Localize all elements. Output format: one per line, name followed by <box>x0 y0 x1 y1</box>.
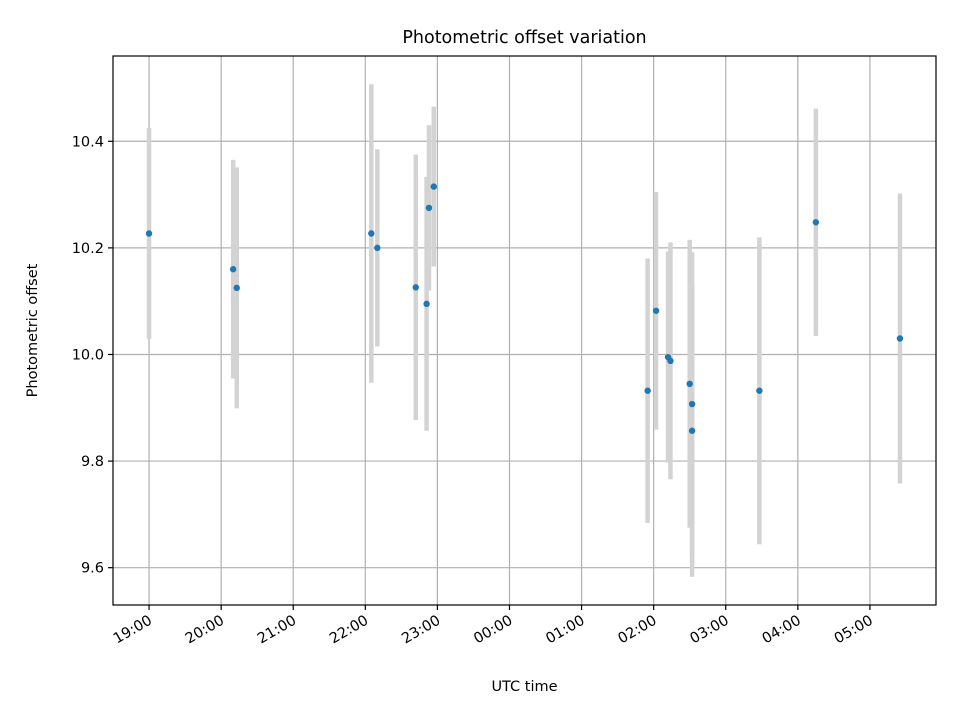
y-axis-ticks: 9.6 9.8 10.0 10.2 10.4 <box>72 134 113 577</box>
data-point <box>430 183 437 190</box>
y-tick-label: 9.6 <box>81 561 104 577</box>
data-point <box>425 204 433 212</box>
y-tick-label: 10.4 <box>72 134 104 150</box>
data-point <box>686 380 693 388</box>
x-tick-label: 05:00 <box>832 613 876 648</box>
x-axis-label: UTC time <box>491 679 557 695</box>
data-point <box>688 400 696 408</box>
data-point <box>412 284 419 291</box>
data-points <box>145 183 904 434</box>
data-point <box>374 244 381 252</box>
gridlines <box>113 56 936 605</box>
x-axis-ticks: 19:00 20:00 21:00 22:00 23:00 00:00 01:00 02:00… <box>111 605 876 647</box>
x-tick-label: 03:00 <box>688 613 732 648</box>
x-tick-label: 20:00 <box>183 613 227 648</box>
x-tick-label: 23:00 <box>399 613 443 648</box>
plot-frame <box>112 55 937 606</box>
chart-title: Photometric offset variation <box>402 28 646 48</box>
data-point <box>423 300 430 308</box>
x-tick-label: 22:00 <box>327 613 371 648</box>
data-point <box>644 387 651 394</box>
data-point <box>368 230 375 237</box>
x-tick-label: 21:00 <box>255 613 299 648</box>
data-point <box>229 266 237 273</box>
x-tick-label: 19:00 <box>111 613 155 648</box>
y-axis-label: Photometric offset <box>25 263 41 397</box>
x-tick-label: 02:00 <box>615 613 659 648</box>
data-point <box>756 387 763 394</box>
data-point <box>688 427 696 434</box>
data-point <box>896 335 904 342</box>
y-tick-label: 9.8 <box>81 454 104 470</box>
x-tick-label: 00:00 <box>471 613 515 648</box>
y-tick-label: 10.2 <box>72 241 104 257</box>
data-point <box>233 284 240 292</box>
error-bars <box>146 84 903 577</box>
y-tick-label: 10.0 <box>72 347 104 363</box>
x-tick-label: 01:00 <box>543 613 587 648</box>
data-point <box>652 307 660 314</box>
x-tick-label: 04:00 <box>760 613 804 648</box>
data-point <box>812 219 820 226</box>
data-point <box>145 230 153 237</box>
data-point <box>667 357 674 365</box>
